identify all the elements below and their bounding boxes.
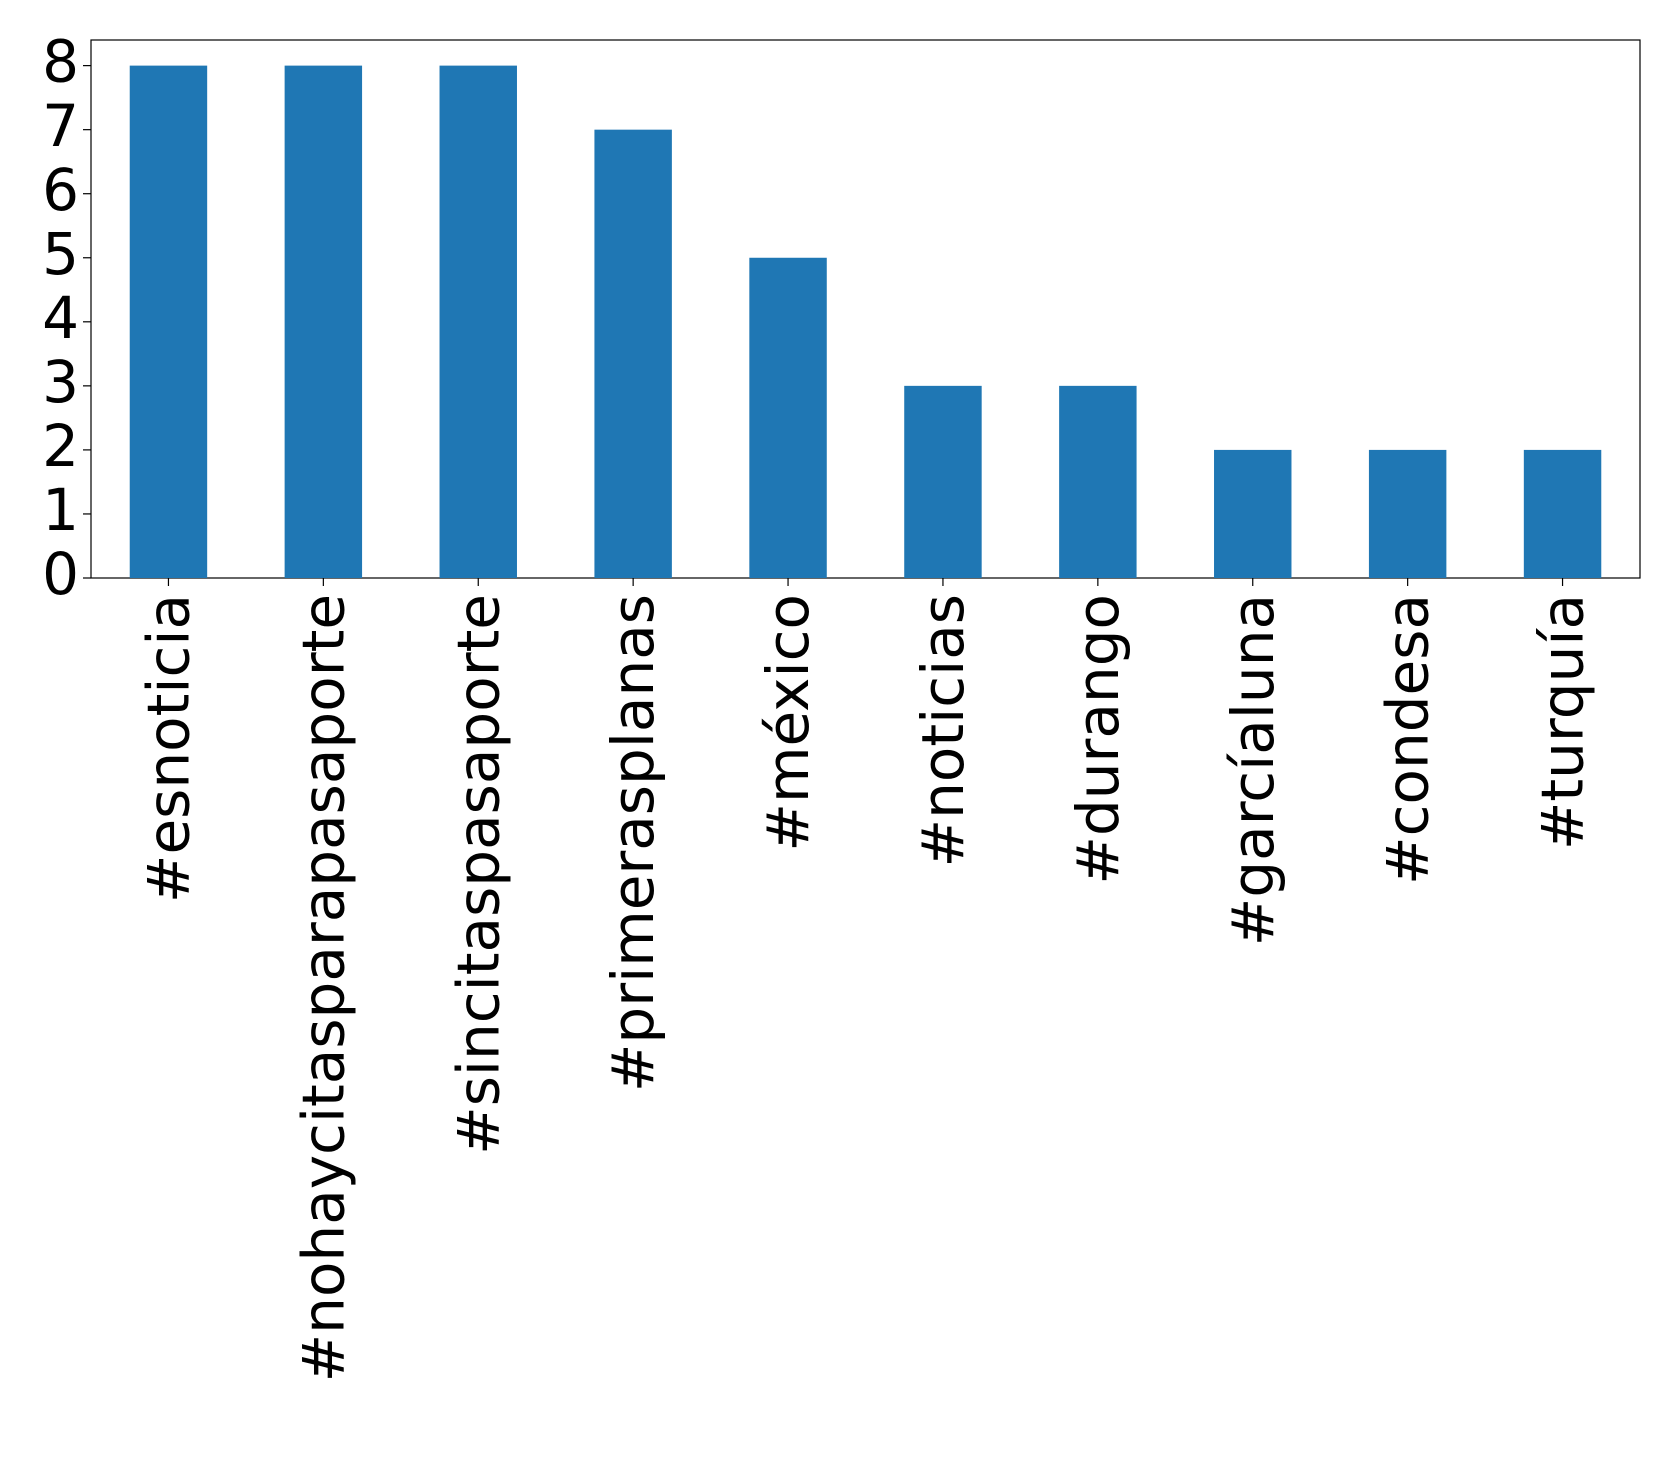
bar (1368, 449, 1447, 578)
y-tick-label: 2 (42, 412, 79, 480)
x-tick-label: #nohaycitasparapasaporte (289, 594, 357, 1382)
y-tick-label: 1 (42, 476, 79, 544)
x-tick-label: #noticias (909, 594, 977, 867)
y-tick-label: 6 (42, 156, 79, 224)
bar (904, 385, 982, 578)
bar (1523, 449, 1602, 578)
y-tick-label: 0 (42, 540, 79, 608)
bar (284, 65, 363, 579)
x-tick-label: #condesa (1374, 594, 1442, 885)
x-tick-label: #garcíaluna (1219, 594, 1287, 946)
x-tick-label: #durango (1064, 594, 1132, 885)
bar (439, 65, 517, 579)
x-tick-label: #méxico (754, 594, 822, 852)
x-tick-label: #primerasplanas (599, 594, 667, 1092)
bar (749, 257, 827, 578)
axes-frame (90, 39, 1641, 579)
bar (1214, 449, 1292, 578)
bar (1059, 385, 1137, 578)
y-tick-label: 5 (42, 220, 79, 288)
x-tick-label: #turquía (1529, 594, 1597, 850)
y-tick-label: 3 (42, 348, 79, 416)
x-tick-label: #esnoticia (134, 594, 202, 903)
y-tick-label: 4 (42, 284, 79, 352)
bar (129, 65, 208, 579)
y-tick-label: 7 (42, 92, 79, 160)
x-tick-label: #sincitaspasaporte (444, 594, 512, 1155)
bar (594, 129, 672, 578)
y-tick-label: 8 (42, 28, 79, 96)
